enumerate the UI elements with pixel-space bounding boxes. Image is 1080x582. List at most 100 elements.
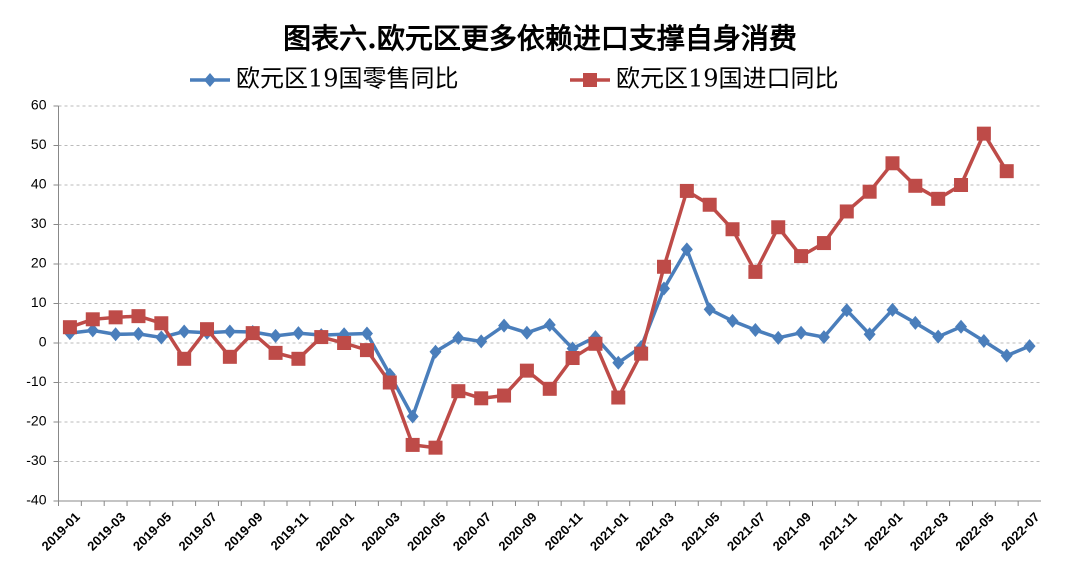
y-tick-label: 10	[31, 294, 47, 310]
point	[932, 329, 945, 344]
point	[452, 330, 465, 345]
point	[155, 330, 168, 345]
series-line	[69, 129, 1009, 450]
point	[497, 388, 512, 403]
y-tick-label: 20	[31, 255, 47, 271]
point	[542, 381, 557, 396]
x-tick-label: 2022-03	[907, 509, 951, 553]
point	[954, 178, 969, 192]
point	[429, 344, 442, 359]
y-tick-label: 50	[31, 136, 47, 152]
point	[976, 126, 991, 141]
point	[498, 318, 511, 333]
point	[428, 440, 443, 455]
y-tick-label: -40	[26, 492, 46, 508]
point	[977, 334, 990, 349]
x-tick-label: 2020-05	[404, 509, 448, 553]
point	[109, 327, 122, 342]
point	[200, 322, 215, 337]
point	[588, 336, 603, 351]
point	[703, 302, 716, 317]
x-tick-label: 2019-03	[84, 509, 128, 553]
point	[771, 220, 786, 235]
y-tick-label: -20	[26, 413, 46, 429]
point	[154, 316, 169, 331]
x-tick-label: 2021-09	[770, 509, 814, 553]
point	[132, 326, 145, 341]
point	[451, 384, 466, 399]
x-tick-label: 2022-01	[861, 509, 905, 553]
y-tick-label: 30	[31, 215, 47, 231]
point	[360, 326, 373, 341]
point	[223, 324, 236, 339]
point	[1000, 348, 1013, 363]
point	[475, 334, 488, 349]
point	[748, 264, 763, 279]
x-tick-label: 2019-05	[130, 509, 174, 553]
point	[772, 330, 785, 345]
point	[269, 328, 282, 343]
point	[679, 183, 694, 198]
x-tick-label: 2020-09	[495, 509, 539, 553]
x-tick-label: 2020-11	[542, 509, 586, 553]
y-tick-label: -30	[26, 452, 46, 468]
point	[565, 351, 580, 366]
point	[680, 242, 693, 257]
x-tick-label: 2021-07	[724, 509, 768, 553]
legend-marker	[583, 73, 597, 87]
point	[795, 325, 808, 340]
point	[178, 324, 191, 339]
point	[543, 317, 556, 332]
x-tick-label: 2019-01	[38, 509, 82, 553]
point	[931, 191, 946, 206]
x-tick-label: 2021-05	[678, 509, 722, 553]
point	[519, 363, 534, 378]
point	[656, 259, 671, 274]
point	[108, 310, 123, 325]
point	[816, 236, 831, 251]
point	[909, 315, 922, 330]
point	[314, 330, 329, 345]
point	[886, 302, 899, 317]
point	[817, 330, 830, 345]
point	[405, 437, 420, 452]
point	[291, 351, 306, 366]
point	[520, 325, 533, 340]
x-tick-label: 2020-07	[450, 509, 494, 553]
point	[955, 319, 968, 334]
x-tick-label: 2019-09	[221, 509, 265, 553]
point	[839, 204, 854, 219]
legend-label: 欧元区19国进口同比	[616, 65, 839, 93]
point	[885, 156, 900, 171]
legend-marker	[204, 73, 216, 87]
x-tick-label: 2022-05	[952, 509, 996, 553]
point	[177, 351, 192, 366]
x-tick-label: 2022-07	[998, 509, 1042, 553]
point	[1023, 339, 1036, 354]
x-tick-label: 2021-01	[587, 509, 631, 553]
point	[862, 184, 877, 199]
point	[245, 326, 260, 341]
point	[702, 197, 717, 212]
point	[749, 322, 762, 337]
point	[337, 336, 352, 350]
point	[86, 323, 99, 338]
chart-title: 图表六.欧元区更多依赖进口支撑自身消费	[283, 22, 797, 55]
point	[131, 309, 146, 324]
point	[85, 312, 100, 327]
point	[840, 303, 853, 318]
point	[634, 346, 649, 361]
point	[612, 355, 625, 370]
y-tick-label: 40	[31, 176, 47, 192]
x-tick-label: 2021-11	[816, 509, 860, 553]
point	[999, 164, 1014, 179]
point	[725, 222, 740, 237]
x-tick-label: 2019-07	[176, 509, 220, 553]
point	[794, 249, 809, 264]
x-tick-label: 2021-03	[633, 509, 677, 553]
point	[863, 327, 876, 342]
x-tick-label: 2019-11	[267, 509, 311, 553]
point	[292, 326, 305, 341]
point	[382, 375, 397, 390]
legend-label: 欧元区19国零售同比	[236, 65, 459, 93]
